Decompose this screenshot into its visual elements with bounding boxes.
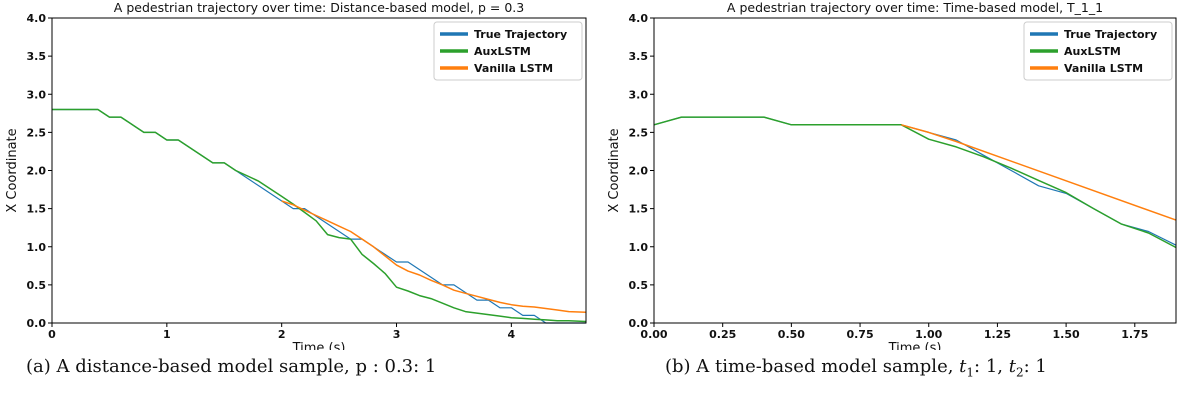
x-tick-label: 1 (163, 328, 171, 341)
legend-label-1: AuxLSTM (474, 45, 531, 58)
x-tick-label: 1.00 (915, 328, 942, 341)
x-tick-label: 1.75 (1121, 328, 1148, 341)
y-tick-label: 1.5 (27, 203, 47, 216)
legend-box (433, 21, 583, 81)
chart-left: A pedestrian trajectory over time: Dista… (5, 0, 587, 350)
x-tick-label: 3 (393, 328, 401, 341)
x-tick-label: 1.50 (1053, 328, 1080, 341)
y-tick-label: 3.0 (27, 88, 47, 101)
y-tick-label: 3.0 (629, 88, 649, 101)
y-tick-label: 0.5 (629, 279, 649, 292)
y-tick-label: 0.5 (27, 279, 47, 292)
y-tick-label: 2.0 (27, 165, 47, 178)
legend-label-1: AuxLSTM (1064, 45, 1121, 58)
caption-t1-var: t (959, 356, 967, 377)
caption-right-prefix: (b) A time-based model sample, (665, 356, 960, 377)
legend-label-0: True Trajectory (1064, 28, 1157, 41)
chart-right: A pedestrian trajectory over time: Time-… (607, 0, 1177, 350)
y-tick-label: 1.0 (27, 241, 47, 254)
legend-label-2: Vanilla LSTM (1064, 62, 1143, 75)
y-tick-label: 1.0 (629, 241, 649, 254)
x-axis-label: Time (s) (888, 341, 942, 350)
chart-title: A pedestrian trajectory over time: Time-… (727, 0, 1103, 15)
y-tick-label: 3.5 (27, 50, 47, 63)
x-tick-label: 0.50 (778, 328, 805, 341)
y-tick-label: 2.5 (27, 126, 47, 139)
y-axis-label: X Coordinate (5, 128, 20, 212)
series-line-1 (653, 116, 1177, 249)
chart-title: A pedestrian trajectory over time: Dista… (114, 0, 524, 15)
legend-label-0: True Trajectory (474, 28, 567, 41)
x-tick-label: 0.00 (640, 328, 667, 341)
x-tick-label: 0.75 (846, 328, 873, 341)
y-tick-label: 1.5 (629, 203, 649, 216)
x-tick-label: 0.25 (709, 328, 736, 341)
x-tick-label: 0 (48, 328, 56, 341)
series-line-1 (52, 108, 587, 323)
y-tick-label: 0.0 (629, 317, 649, 330)
y-tick-label: 2.0 (629, 165, 649, 178)
caption-left: (a) A distance-based model sample, p : 0… (26, 356, 437, 377)
caption-t2-var: t (1008, 356, 1016, 377)
y-tick-label: 2.5 (629, 126, 649, 139)
caption-right: (b) A time-based model sample, t1: 1, t2… (665, 356, 1047, 380)
caption-t1-sub: 1 (966, 365, 975, 380)
x-tick-label: 1.25 (984, 328, 1011, 341)
caption-t1-value: : 1, (974, 356, 1009, 377)
series-line-2 (281, 200, 587, 314)
y-tick-label: 4.0 (27, 12, 47, 25)
y-tick-label: 0.0 (27, 317, 47, 330)
legend-box (1023, 21, 1173, 81)
y-axis-label: X Coordinate (607, 128, 622, 212)
series-line-0 (653, 116, 1177, 246)
y-tick-label: 3.5 (629, 50, 649, 63)
x-tick-label: 2 (278, 328, 286, 341)
x-tick-label: 4 (508, 328, 516, 341)
y-tick-label: 4.0 (629, 12, 649, 25)
caption-t2-sub: 2 (1015, 365, 1024, 380)
series-line-2 (901, 124, 1177, 221)
caption-t2-value: : 1 (1023, 356, 1047, 377)
x-axis-label: Time (s) (292, 341, 346, 350)
legend-label-2: Vanilla LSTM (474, 62, 553, 75)
